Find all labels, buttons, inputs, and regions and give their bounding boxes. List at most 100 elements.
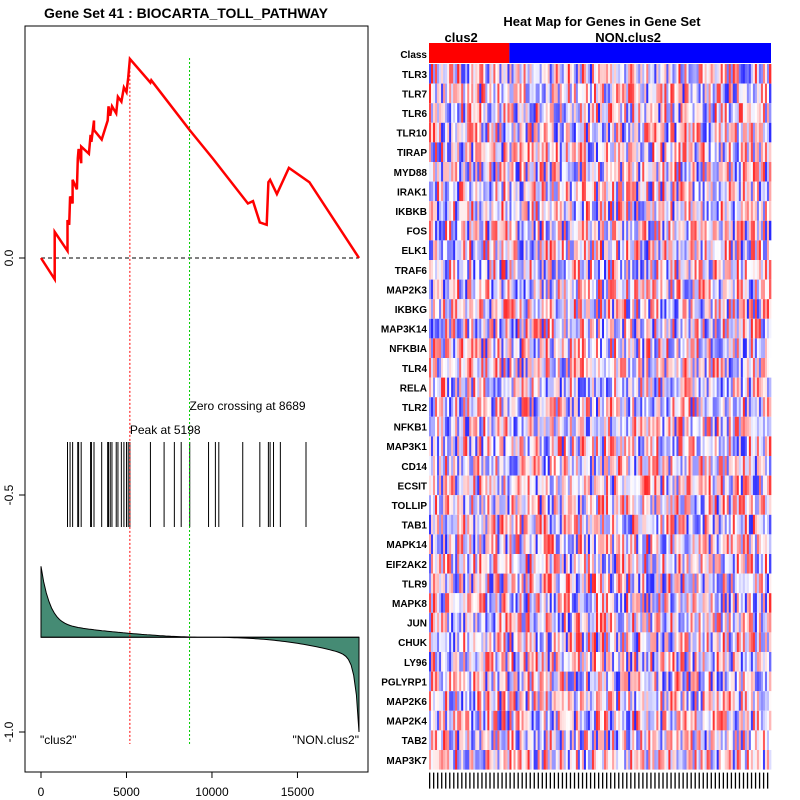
heatmap-cell bbox=[561, 358, 565, 378]
heatmap-cell bbox=[654, 377, 657, 398]
heatmap-cell bbox=[620, 573, 623, 594]
heatmap-cell bbox=[477, 181, 480, 202]
heatmap-cell bbox=[495, 122, 498, 143]
heatmap-cell bbox=[634, 103, 637, 123]
heatmap-cell bbox=[700, 573, 703, 594]
heatmap-cell bbox=[539, 534, 543, 554]
heatmap-cell bbox=[716, 220, 720, 241]
heatmap-cell bbox=[597, 514, 601, 535]
heatmap-cell bbox=[455, 436, 458, 456]
heatmap-cell bbox=[571, 475, 575, 496]
heatmap-cell bbox=[589, 260, 593, 280]
heatmap-cell bbox=[756, 358, 760, 378]
heatmap-cell bbox=[684, 338, 687, 358]
heatmap-cell bbox=[529, 162, 532, 182]
heatmap-cell bbox=[726, 103, 730, 123]
heatmap-cell bbox=[499, 514, 502, 535]
heatmap-cell bbox=[670, 397, 673, 417]
heatmap-cell bbox=[710, 514, 714, 535]
heatmap-cell bbox=[541, 122, 545, 143]
heatmap-cell bbox=[481, 260, 484, 280]
heatmap-cell bbox=[678, 220, 681, 241]
heatmap-cell bbox=[640, 456, 643, 476]
heatmap-cell bbox=[557, 103, 561, 123]
heatmap-cell bbox=[698, 201, 701, 221]
heatmap-row bbox=[429, 299, 772, 319]
heatmap-cell bbox=[648, 436, 651, 456]
heatmap-cell bbox=[622, 162, 625, 182]
heatmap-cell bbox=[628, 299, 631, 319]
heatmap-cell bbox=[726, 181, 730, 202]
heatmap-cell bbox=[479, 318, 482, 339]
heatmap-cell bbox=[648, 64, 651, 84]
heatmap-cell bbox=[706, 358, 709, 378]
heatmap-cell bbox=[602, 456, 605, 476]
heatmap-cell bbox=[551, 83, 555, 104]
heatmap-cell bbox=[632, 456, 635, 476]
heatmap-cell bbox=[479, 279, 482, 300]
heatmap-cell bbox=[734, 122, 738, 143]
heatmap-cell bbox=[740, 201, 744, 221]
heatmap-cell bbox=[533, 260, 536, 280]
heatmap-cell bbox=[553, 318, 557, 339]
heatmap-cell bbox=[638, 162, 641, 182]
heatmap-cell bbox=[652, 162, 655, 182]
heatmap-cell bbox=[547, 416, 551, 437]
heatmap-cell bbox=[439, 122, 442, 143]
heatmap-cell bbox=[766, 495, 770, 515]
heatmap-cell bbox=[678, 64, 681, 84]
heatmap-cell bbox=[493, 436, 496, 456]
heatmap-cell bbox=[744, 573, 748, 594]
heatmap-cell bbox=[662, 397, 665, 417]
heatmap-cell bbox=[461, 83, 464, 104]
heatmap-cell bbox=[616, 416, 619, 437]
heatmap-cell bbox=[648, 260, 651, 280]
heatmap-cell bbox=[640, 436, 643, 456]
heatmap-cell bbox=[764, 122, 768, 143]
heatmap-cell bbox=[712, 162, 716, 182]
heatmap-cell bbox=[579, 593, 583, 613]
heatmap-cell bbox=[591, 416, 595, 437]
heatmap-cell bbox=[533, 534, 536, 554]
heatmap-cell bbox=[710, 201, 714, 221]
heatmap-cell bbox=[517, 260, 520, 280]
heatmap-cell bbox=[429, 299, 432, 319]
heatmap-cell bbox=[591, 318, 595, 339]
heatmap-cell bbox=[686, 318, 689, 339]
heatmap-cell bbox=[505, 201, 508, 221]
heatmap-cell bbox=[479, 397, 482, 417]
heatmap-cell bbox=[529, 377, 532, 398]
heatmap-cell bbox=[559, 103, 563, 123]
heatmap-cell bbox=[688, 436, 691, 456]
heatmap-cell bbox=[459, 260, 462, 280]
heatmap-cell bbox=[541, 299, 545, 319]
heatmap-cell bbox=[563, 397, 567, 417]
heatmap-cell bbox=[517, 220, 520, 241]
heatmap-cell bbox=[513, 318, 516, 339]
heatmap-cell bbox=[732, 122, 736, 143]
heatmap-cell bbox=[557, 397, 561, 417]
heatmap-cell bbox=[648, 83, 651, 104]
heatmap-cell bbox=[551, 397, 555, 417]
heatmap-cell bbox=[445, 201, 448, 221]
heatmap-cell bbox=[716, 554, 720, 574]
heatmap-cell bbox=[487, 456, 490, 476]
heatmap-cell bbox=[493, 201, 496, 221]
heatmap-cell bbox=[455, 416, 458, 437]
heatmap-cell bbox=[602, 475, 605, 496]
heatmap-cell bbox=[469, 318, 472, 339]
heatmap-cell bbox=[551, 64, 555, 84]
heatmap-cell bbox=[764, 358, 768, 378]
heatmap-cell bbox=[728, 416, 732, 437]
heatmap-cell bbox=[433, 534, 436, 554]
heatmap-cell bbox=[525, 534, 528, 554]
heatmap-cell bbox=[479, 456, 482, 476]
heatmap-cell bbox=[696, 436, 699, 456]
heatmap-cell bbox=[658, 142, 661, 162]
heatmap-cell bbox=[646, 260, 649, 280]
heatmap-cell bbox=[455, 358, 458, 378]
heatmap-cell bbox=[690, 299, 693, 319]
heatmap-cell bbox=[431, 593, 434, 613]
heatmap-cell bbox=[459, 142, 462, 162]
heatmap-cell bbox=[443, 299, 446, 319]
